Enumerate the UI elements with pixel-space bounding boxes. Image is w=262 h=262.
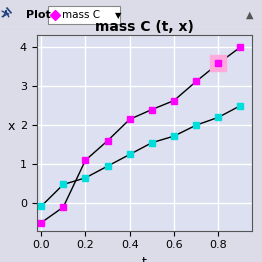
X-axis label: t: t bbox=[142, 256, 146, 262]
Title: mass C (t, x): mass C (t, x) bbox=[95, 20, 194, 34]
FancyBboxPatch shape bbox=[48, 6, 120, 24]
Text: Plot: Plot bbox=[26, 10, 51, 20]
Y-axis label: x: x bbox=[8, 120, 15, 133]
Text: ▲: ▲ bbox=[246, 10, 254, 20]
Text: ▼: ▼ bbox=[115, 10, 121, 20]
Text: mass C: mass C bbox=[62, 10, 100, 20]
